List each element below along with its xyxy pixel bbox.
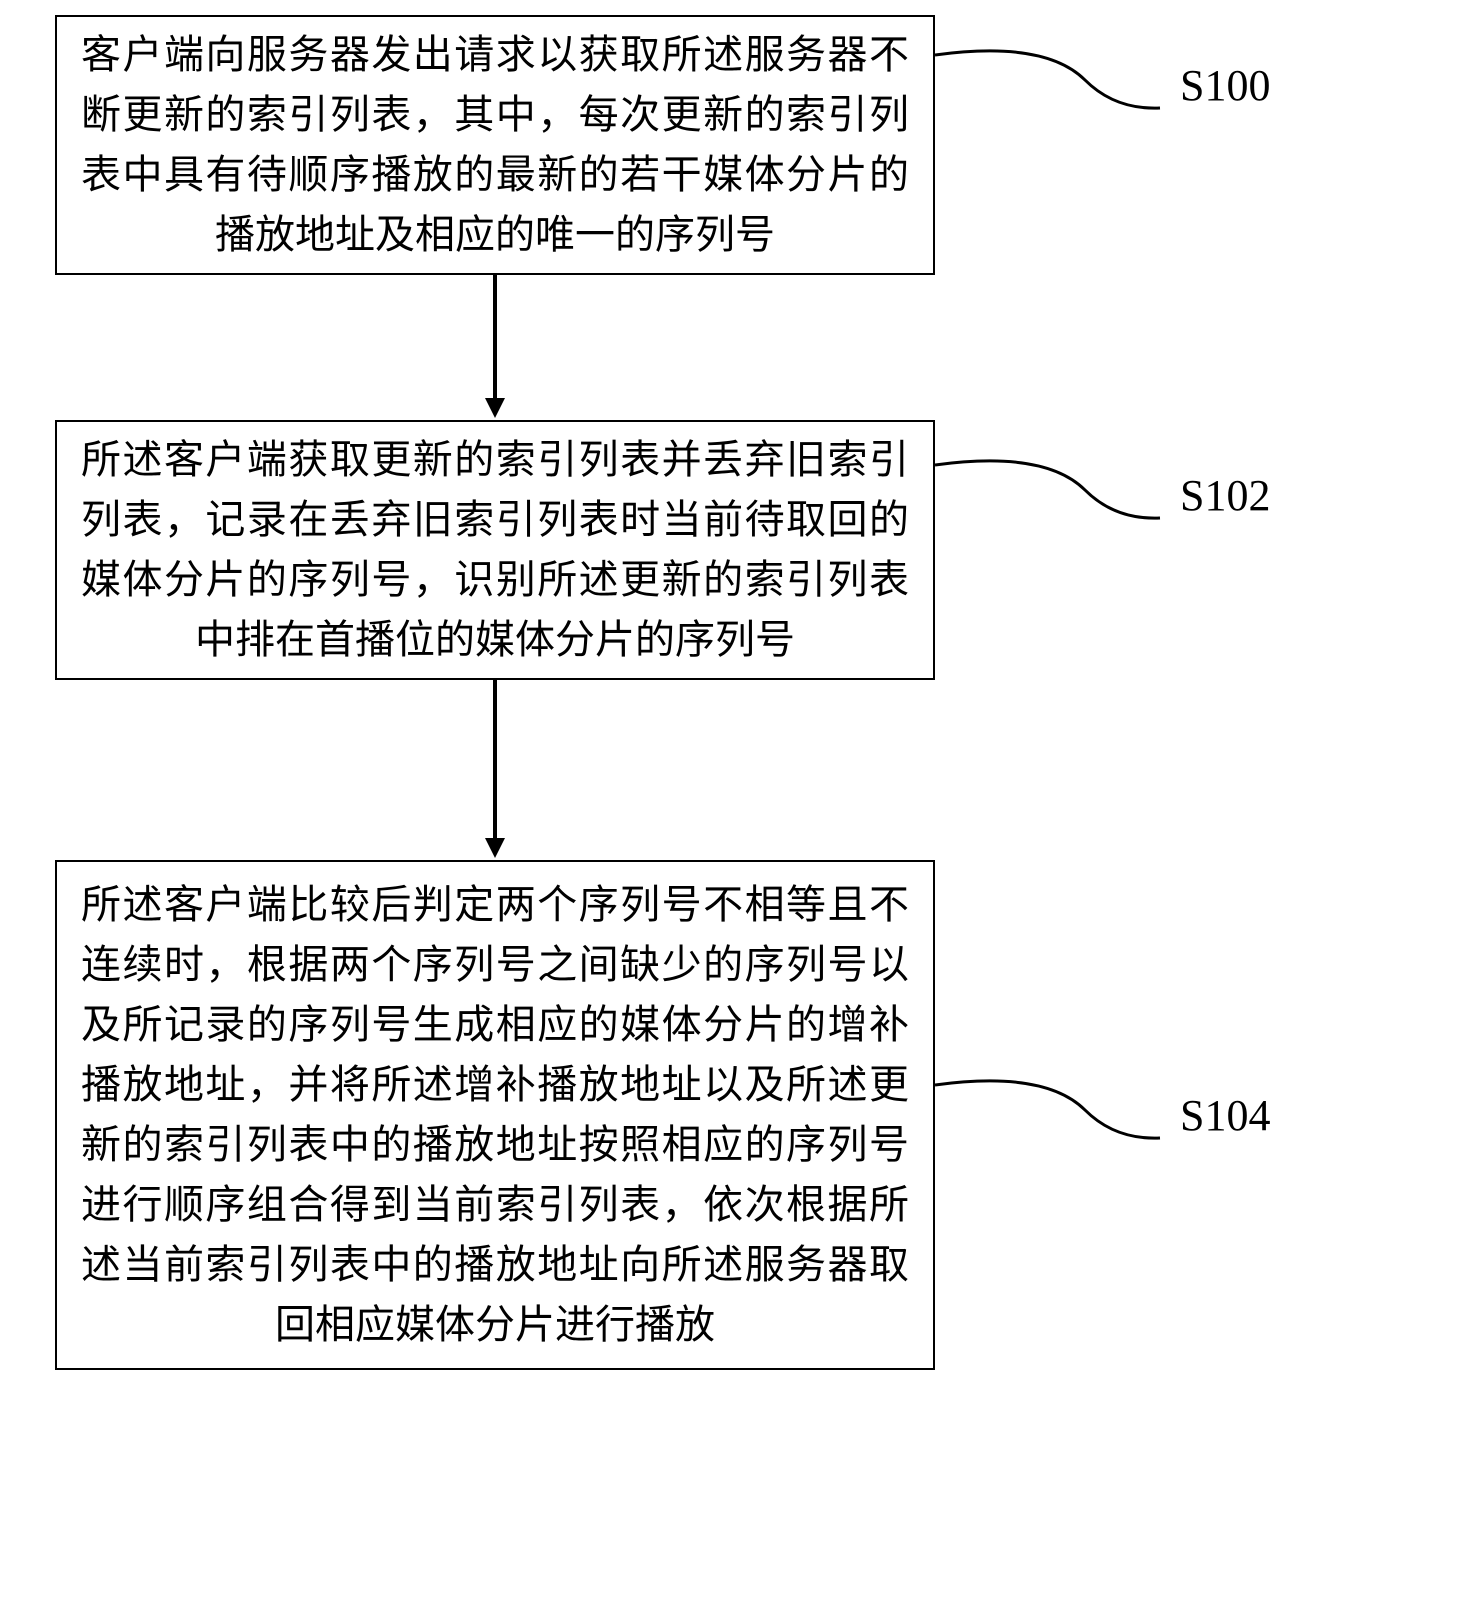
flowchart-container: 客户端向服务器发出请求以获取所述服务器不断更新的索引列表，其中，每次更新的索引列… — [0, 0, 1475, 1614]
step-label-s104: S104 — [1180, 1090, 1270, 1141]
step-label-s100: S100 — [1180, 60, 1270, 111]
arrow-head-2 — [485, 838, 505, 858]
step-box-s104: 所述客户端比较后判定两个序列号不相等且不连续时，根据两个序列号之间缺少的序列号以… — [55, 860, 935, 1370]
arrow-line-1 — [493, 275, 497, 400]
step-box-s102: 所述客户端获取更新的索引列表并丢弃旧索引列表，记录在丢弃旧索引列表时当前待取回的… — [55, 420, 935, 680]
step-label-s102: S102 — [1180, 470, 1270, 521]
step-text-s104: 所述客户端比较后判定两个序列号不相等且不连续时，根据两个序列号之间缺少的序列号以… — [81, 875, 909, 1355]
arrow-line-2 — [493, 680, 497, 840]
arrow-head-1 — [485, 398, 505, 418]
step-text-s102: 所述客户端获取更新的索引列表并丢弃旧索引列表，记录在丢弃旧索引列表时当前待取回的… — [81, 430, 909, 670]
bracket-s102 — [935, 450, 1165, 540]
step-box-s100: 客户端向服务器发出请求以获取所述服务器不断更新的索引列表，其中，每次更新的索引列… — [55, 15, 935, 275]
step-text-s100: 客户端向服务器发出请求以获取所述服务器不断更新的索引列表，其中，每次更新的索引列… — [81, 25, 909, 265]
bracket-s100 — [935, 40, 1165, 130]
bracket-s104 — [935, 1070, 1165, 1160]
